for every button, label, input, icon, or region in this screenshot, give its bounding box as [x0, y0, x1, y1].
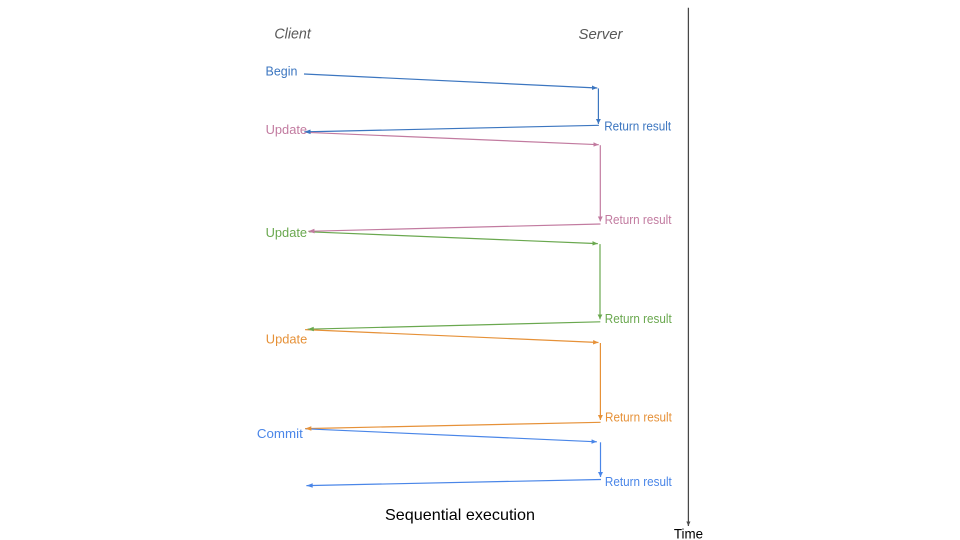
svg-text:Sequential execution: Sequential execution [385, 507, 535, 524]
svg-text:Return result: Return result [605, 311, 672, 326]
svg-text:Begin: Begin [266, 64, 298, 79]
svg-text:Return result: Return result [605, 474, 672, 489]
svg-text:Server: Server [579, 26, 624, 43]
svg-text:Commit: Commit [257, 426, 303, 441]
svg-text:Update: Update [266, 122, 308, 137]
svg-text:Update: Update [266, 332, 308, 347]
svg-text:Return result: Return result [604, 119, 671, 134]
svg-text:Update: Update [266, 225, 308, 240]
svg-text:Time: Time [674, 526, 703, 540]
svg-text:Return result: Return result [605, 409, 672, 424]
svg-text:Client: Client [274, 26, 311, 43]
svg-text:Return result: Return result [605, 212, 672, 227]
